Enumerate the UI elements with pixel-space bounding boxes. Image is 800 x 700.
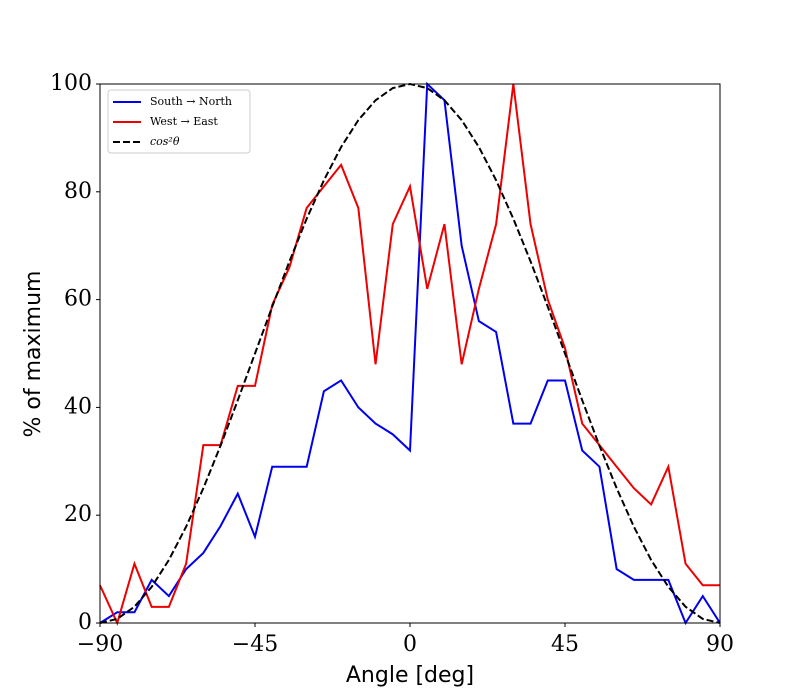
series-line: [99, 81, 721, 626]
legend-label: cos²θ: [150, 135, 180, 148]
legend-label: West → East: [150, 115, 218, 128]
y-tick-label: 60: [64, 287, 92, 312]
x-tick-label: −90: [77, 632, 123, 657]
legend-box: [107, 89, 251, 154]
x-axis-label: Angle [deg]: [346, 663, 474, 688]
y-tick-label: 80: [64, 179, 92, 204]
y-axis-label: % of maximum: [21, 271, 46, 438]
x-tick-label: 90: [706, 632, 734, 657]
series-line: [99, 83, 720, 626]
plot-frame: [99, 83, 721, 624]
x-tick-label: −45: [232, 632, 278, 657]
y-tick-label: 0: [78, 610, 92, 635]
y-tick-label: 100: [50, 71, 92, 96]
y-tick-label: 40: [64, 394, 92, 419]
legend-label: South → North: [150, 95, 232, 108]
x-tick-label: 45: [551, 632, 579, 657]
y-tick-label: 20: [64, 502, 92, 527]
series-line: [99, 82, 721, 624]
x-tick-label: 0: [403, 632, 417, 657]
